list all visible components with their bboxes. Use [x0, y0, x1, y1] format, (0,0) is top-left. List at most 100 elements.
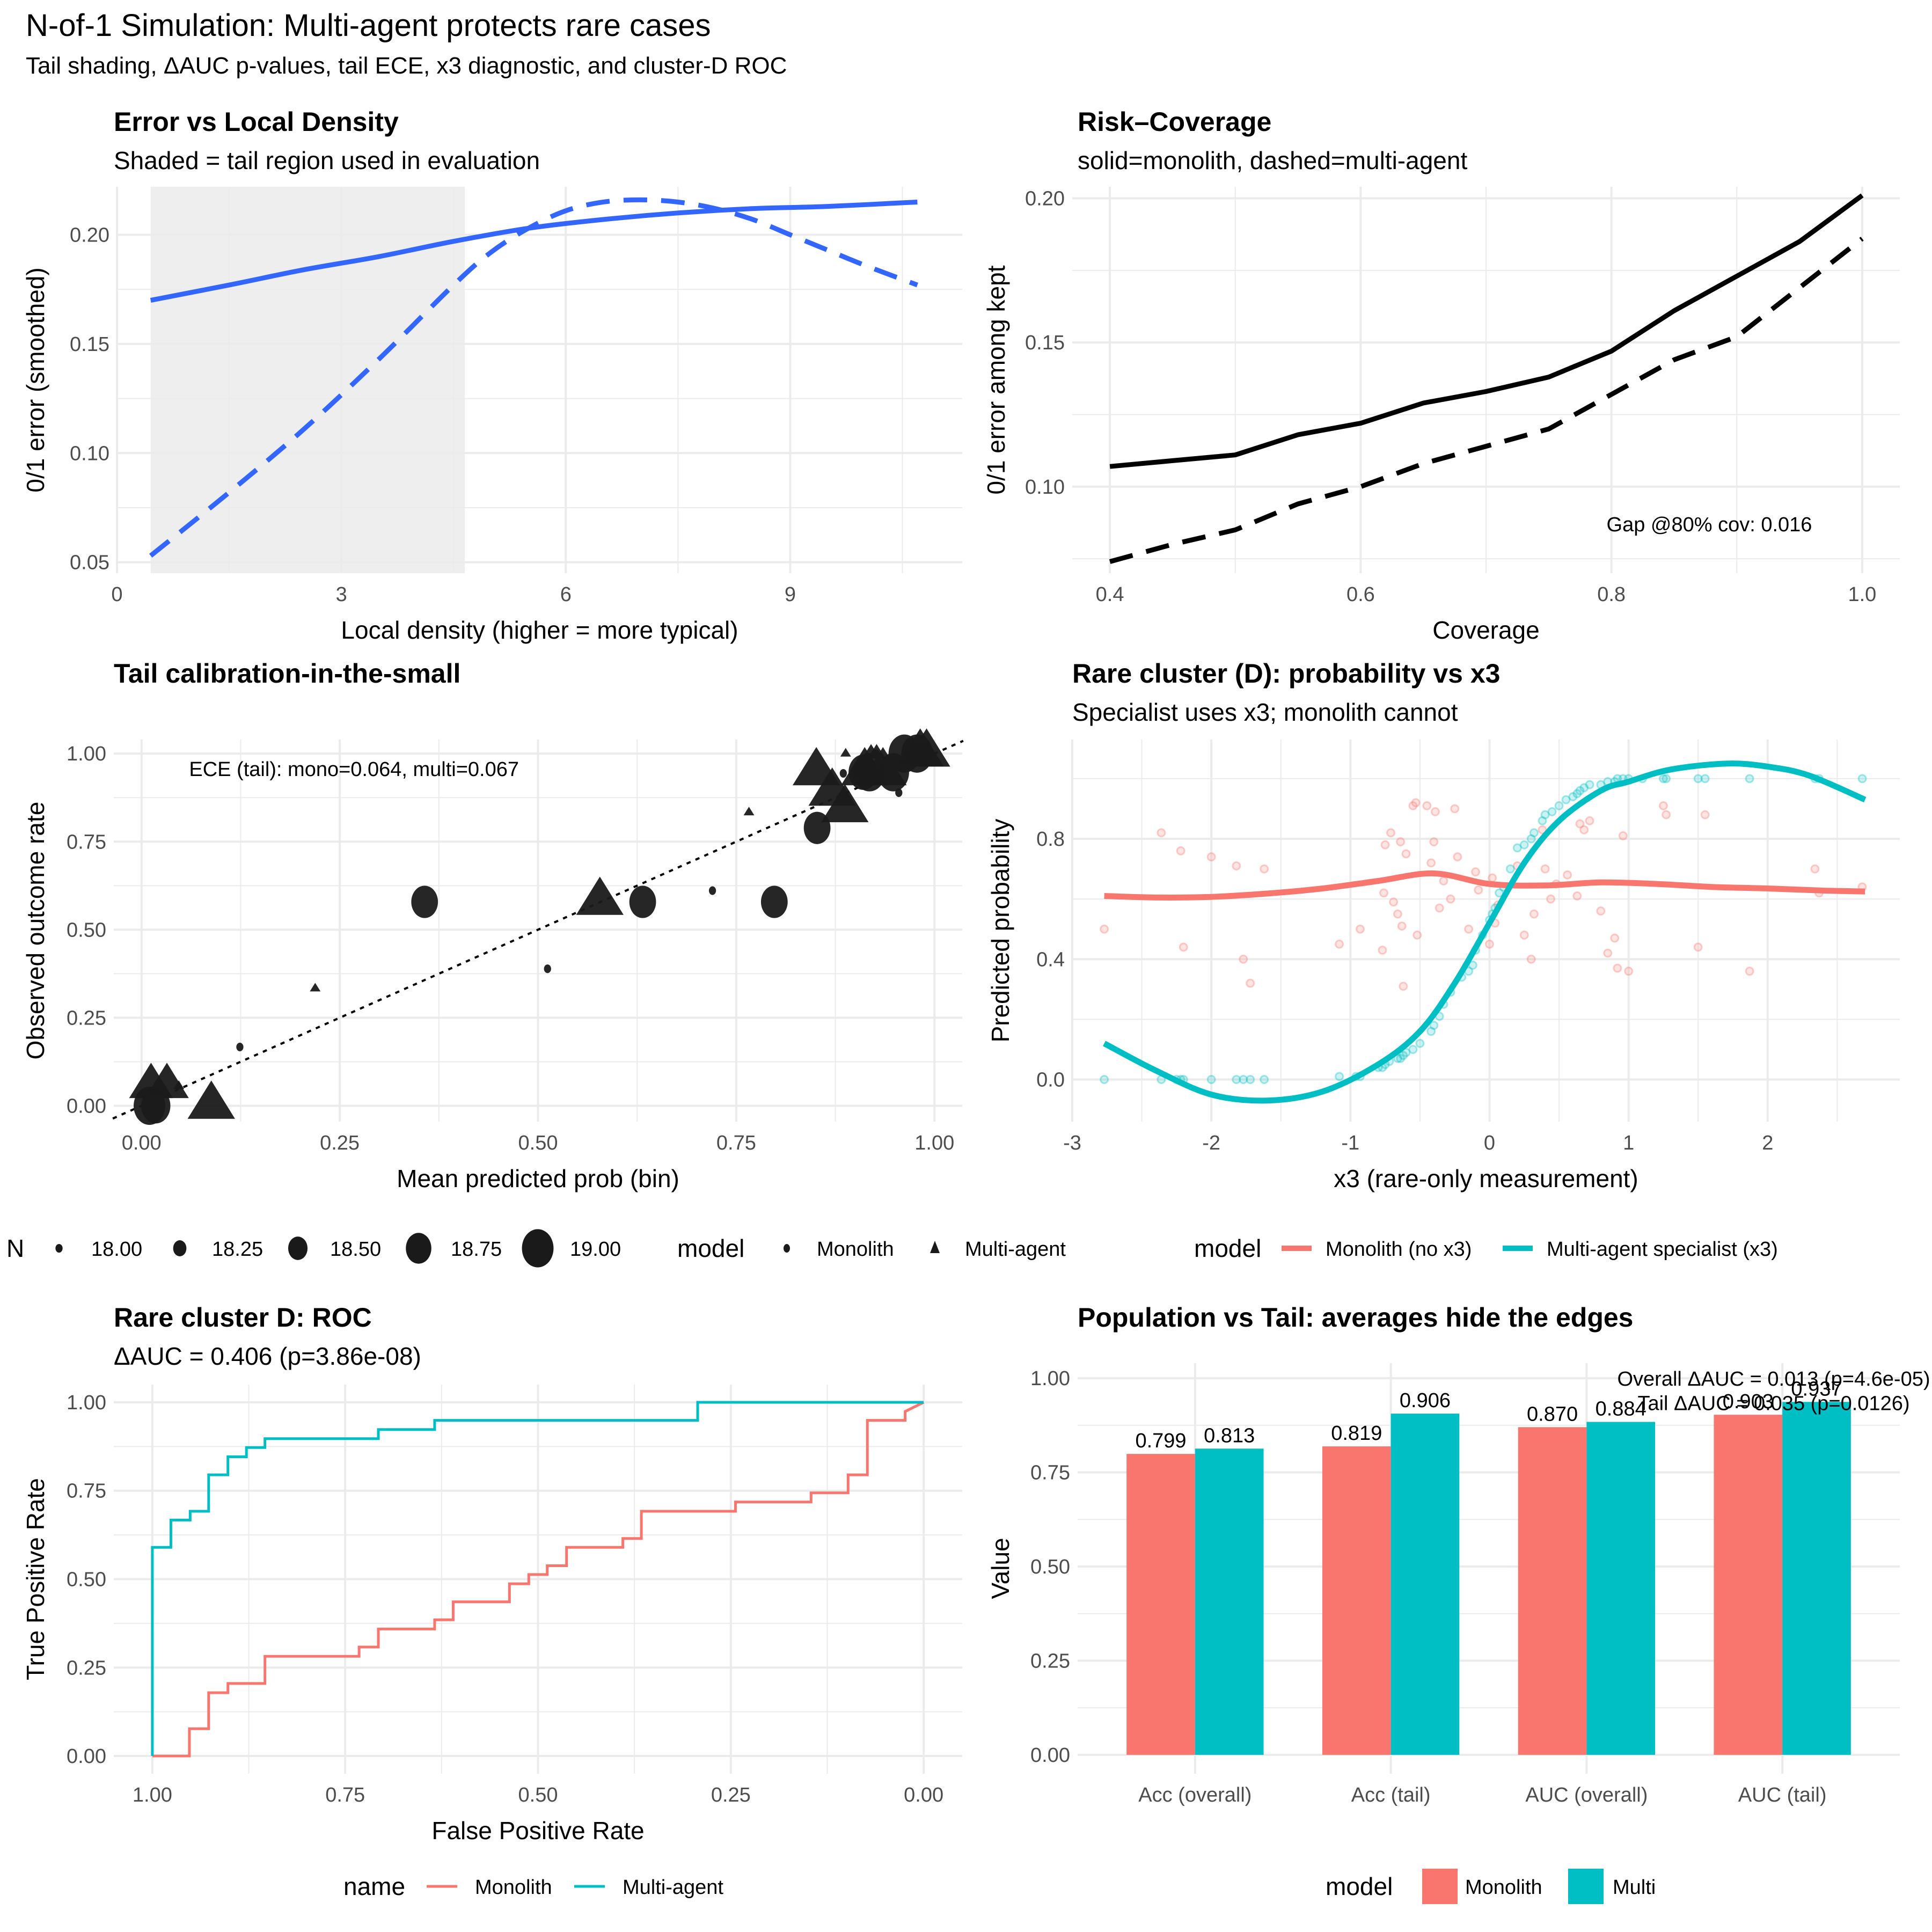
p5-xtick-label: 0.25 [711, 1784, 751, 1806]
p4-smooth-multi [1103, 760, 1867, 1104]
p3-ece-annotation: ECE (tail): mono=0.064, multi=0.067 [189, 758, 519, 781]
p6-bar-monolith [1714, 1415, 1783, 1755]
panel5-title: Rare cluster D: ROC [114, 1302, 372, 1333]
p3-point-multi-agent [187, 1080, 235, 1119]
p3-xtick-label: 0.25 [320, 1132, 360, 1154]
p4-point-multi [1745, 774, 1754, 784]
p4-point-monolith [1745, 967, 1754, 976]
p4-legend-title: model [1194, 1234, 1261, 1262]
p3-point-monolith [629, 885, 656, 918]
p3-point-multi-agent [310, 983, 321, 992]
p1-ytick-label: 0.10 [70, 442, 109, 465]
p4-point-monolith [1399, 982, 1408, 991]
p4-point-monolith [1397, 921, 1407, 931]
p2-xtick-label: 1.0 [1848, 583, 1876, 606]
p4-point-monolith [1232, 861, 1241, 870]
p4-point-multi [1246, 1075, 1255, 1085]
p1-y-axis-label: 0/1 error (smoothed) [21, 267, 49, 492]
p2-y-axis-label: 0/1 error among kept [982, 265, 1010, 494]
p3-xtick-label: 0.50 [518, 1132, 558, 1154]
p4-point-monolith [1239, 954, 1248, 964]
p4-point-monolith [1393, 909, 1402, 919]
p4-point-multi [1396, 1053, 1406, 1063]
panel2-subtitle: solid=monolith, dashed=multi-agent [1078, 147, 1468, 174]
p4-point-multi [1519, 840, 1529, 850]
p4-point-monolith [1380, 840, 1390, 850]
p3-ytick-label: 0.25 [67, 1007, 106, 1029]
panel1-title: Error vs Local Density [114, 107, 399, 137]
p5-xtick-label: 0.50 [518, 1784, 558, 1806]
p5-ytick-label: 0.75 [67, 1480, 106, 1503]
p4-point-monolith [1206, 852, 1216, 862]
p2-ytick-label: 0.20 [1025, 187, 1065, 210]
p4-point-multi [1857, 774, 1867, 784]
p4-point-monolith [1176, 846, 1185, 855]
p2-gap-annotation: Gap @80% cov: 0.016 [1607, 514, 1812, 536]
p5-xtick-label: 0.75 [325, 1784, 365, 1806]
p3-legend-shape-label: Monolith [817, 1238, 894, 1261]
p5-roc-multi [151, 1401, 924, 1756]
p4-point-monolith [1464, 924, 1474, 934]
p3-ytick-label: 1.00 [67, 743, 106, 765]
p3-point-multi-agent [903, 728, 950, 767]
p3-legend-size-label: 18.50 [330, 1238, 381, 1261]
p5-ytick-label: 0.25 [67, 1657, 106, 1679]
p4-point-monolith [1411, 798, 1421, 808]
p4-point-monolith [1693, 942, 1703, 952]
p4-point-monolith [1426, 858, 1436, 868]
p4-xtick-label: 0 [1484, 1132, 1495, 1154]
p4-point-multi [1526, 834, 1536, 844]
p3-legend-size-title: N [6, 1234, 24, 1262]
p4-point-monolith [1572, 891, 1582, 901]
p4-point-monolith [1355, 924, 1365, 934]
p6-bar-value-label: 0.799 [1135, 1430, 1186, 1452]
p4-point-multi [1547, 807, 1557, 817]
p6-bar-monolith [1126, 1454, 1195, 1755]
p4-point-multi [1538, 816, 1547, 825]
p5-legend-label: Monolith [475, 1876, 552, 1899]
p4-point-multi [1505, 864, 1515, 874]
p6-bar-value-label: 0.819 [1331, 1422, 1382, 1445]
p1-ytick-label: 0.15 [70, 333, 109, 356]
p6-bar-monolith [1322, 1446, 1391, 1755]
p4-point-multi [1399, 1051, 1408, 1060]
p6-xtick-label: Acc (tail) [1351, 1784, 1431, 1806]
p6-xtick-label: AUC (overall) [1525, 1784, 1648, 1806]
p4-point-multi [1540, 810, 1550, 819]
p4-point-monolith [1575, 819, 1585, 829]
p4-legend-label: Monolith (no x3) [1326, 1238, 1472, 1261]
p4-point-multi [1529, 828, 1539, 838]
p3-legend-size-key [173, 1240, 187, 1256]
p1-x-axis-label: Local density (higher = more typical) [341, 616, 738, 644]
p4-point-monolith [1563, 870, 1572, 880]
p6-legend-label: Multi [1613, 1876, 1656, 1899]
p4-point-multi [1572, 789, 1582, 799]
p5-y-axis-label: True Positive Rate [21, 1478, 49, 1680]
figure-title: N-of-1 Simulation: Multi-agent protects … [26, 8, 711, 43]
p4-point-monolith [1260, 864, 1269, 874]
figure-subtitle: Tail shading, ΔAUC p-values, tail ECE, x… [26, 53, 787, 79]
p4-point-multi [1335, 1072, 1344, 1081]
p4-y-axis-label: Predicted probability [986, 819, 1014, 1043]
p4-point-multi [1700, 774, 1710, 784]
p4-legend-label: Multi-agent specialist (x3) [1547, 1238, 1778, 1261]
p6-bar-multi [1391, 1414, 1460, 1755]
p3-point-monolith [708, 886, 716, 895]
p3-point-multi-agent [840, 748, 851, 757]
p3-point-monolith [236, 1042, 244, 1051]
p3-legend-shape-multi-agent [930, 1241, 940, 1253]
p4-point-multi [1658, 774, 1668, 784]
p4-point-multi [1429, 1021, 1439, 1030]
p4-point-monolith [1100, 924, 1109, 934]
p6-y-axis-label: Value [986, 1538, 1014, 1599]
p4-point-multi [1468, 960, 1477, 970]
p1-xtick-label: 3 [336, 583, 347, 606]
panel6-title: Population vs Tail: averages hide the ed… [1078, 1302, 1634, 1333]
p6-legend-label: Monolith [1465, 1876, 1542, 1899]
p2-xtick-label: 0.6 [1346, 583, 1375, 606]
p4-point-monolith [1624, 967, 1634, 976]
p4-point-monolith [1596, 906, 1606, 916]
p6-bar-value-label: 0.903 [1723, 1391, 1774, 1413]
p1-ytick-label: 0.20 [70, 224, 109, 246]
p6-bar-value-label: 0.906 [1400, 1389, 1451, 1412]
